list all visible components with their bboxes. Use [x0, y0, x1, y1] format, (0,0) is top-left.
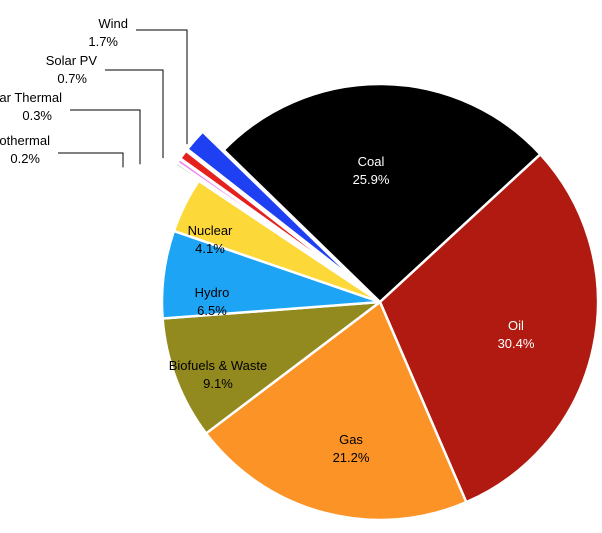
slice-label-geothermal: Geothermal — [0, 133, 50, 148]
slice-label-solar-pv: Solar PV — [46, 53, 98, 68]
leader-line-solar-pv — [105, 69, 164, 159]
pie-slice-coal — [222, 82, 542, 304]
leader-line-solar-thermal — [70, 109, 141, 165]
slice-label-oil: Oil — [508, 318, 524, 333]
slice-value-coal: 25.9% — [353, 172, 390, 187]
slice-value-gas: 21.2% — [333, 450, 370, 465]
slice-value-hydro: 6.5% — [197, 303, 227, 318]
slice-label-biofuels-and-waste: Biofuels & Waste — [169, 358, 268, 373]
slice-value-oil: 30.4% — [498, 336, 535, 351]
slice-value-nuclear: 4.1% — [195, 241, 225, 256]
slice-value-biofuels-and-waste: 9.1% — [203, 376, 233, 391]
leader-line-geothermal — [58, 152, 124, 168]
slice-label-solar-thermal: Solar Thermal — [0, 90, 62, 105]
slice-label-nuclear: Nuclear — [188, 223, 233, 238]
slice-label-wind: Wind — [98, 16, 128, 31]
pie-slice-gas — [204, 300, 468, 522]
leader-line-wind — [136, 29, 188, 145]
slice-value-solar-thermal: 0.3% — [22, 108, 52, 123]
pie-slice-biofuels-and-waste — [161, 300, 382, 435]
pie-slice-oil — [378, 153, 600, 504]
slice-label-hydro: Hydro — [195, 285, 230, 300]
slice-value-solar-pv: 0.7% — [57, 71, 87, 86]
slice-value-geothermal: 0.2% — [10, 151, 40, 166]
pie-slice-solar-pv — [179, 149, 359, 287]
pie-slice-wind — [186, 130, 361, 285]
slice-label-gas: Gas — [339, 432, 363, 447]
slice-value-wind: 1.7% — [88, 34, 118, 49]
slice-label-coal: Coal — [358, 154, 385, 169]
